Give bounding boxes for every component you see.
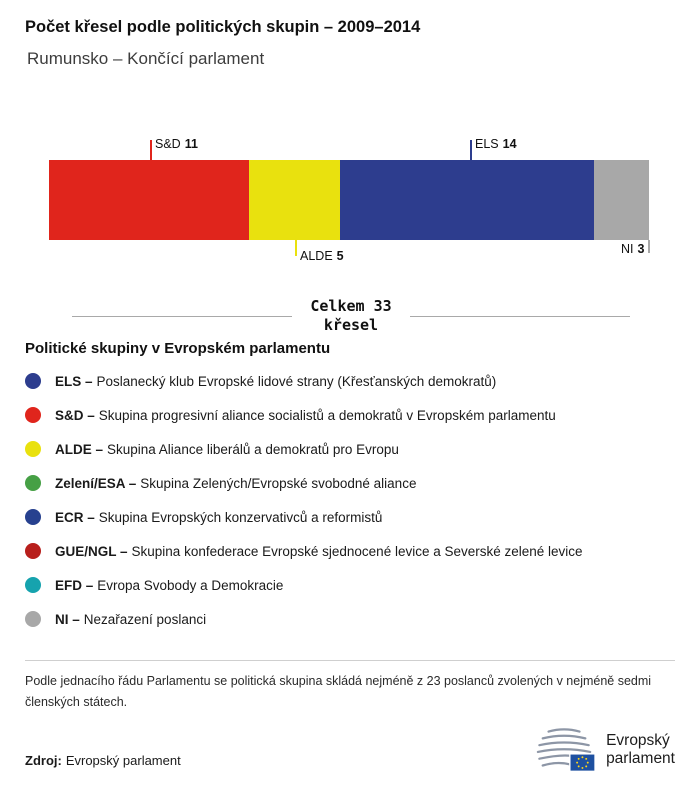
callout-line-sd [150,140,152,161]
legend-item-text: ELS – Poslanecký klub Evropské lidové str… [55,373,497,389]
alde-color-dot-icon [25,441,41,457]
legend-item-ecr: ECR – Skupina Evropských konzervativců a … [25,500,675,534]
total-seats-block: Celkem 33 křesel [72,297,630,335]
sd-color-dot-icon [25,407,41,423]
legend-item-efd: EFD – Evropa Svobody a Demokracie [25,568,675,602]
legend-item-text: ECR – Skupina Evropských konzervativců a … [55,509,383,525]
legend-item-text: Zelení/ESA – Skupina Zelených/Evropské sv… [55,475,417,491]
zeleni-esa-color-dot-icon [25,475,41,491]
page-title: Počet křesel podle politických skupin – … [25,18,421,36]
source-value: Evropský parlament [65,753,181,768]
bar-label-els-code: ELS [475,137,499,151]
bar-label-ni-value: 3 [637,242,645,256]
bar-label-ni: NI 3 [621,242,644,256]
callout-line-alde [295,240,297,256]
bar-segment-sd [49,160,249,240]
total-seats-line1: Celkem 33 [310,297,392,315]
ecr-color-dot-icon [25,509,41,525]
legend-item-text: EFD – Evropa Svobody a Demokracie [55,577,284,593]
logo-wordmark: Evropský parlament [606,732,675,768]
logo-wordmark-line2: parlament [606,750,675,767]
callout-line-els [470,140,472,161]
legend-heading: Politické skupiny v Evropském parlamentu [25,340,331,357]
bar-segment-ni [594,160,649,240]
bar-label-sd-value: 11 [184,137,198,151]
total-rule-left [72,315,293,317]
ni-color-dot-icon [25,611,41,627]
bar-label-ni-code: NI [621,242,634,256]
legend: ELS – Poslanecký klub Evropské lidové str… [25,364,675,636]
legend-item-text: NI – Nezařazení poslanci [55,611,207,627]
bar-label-alde-code: ALDE [300,249,333,263]
total-rule-right [409,315,630,317]
legend-item-text: ALDE – Skupina Aliance liberálů a demokra… [55,441,399,457]
legend-item-ni: NI – Nezařazení poslanci [25,602,675,636]
efd-color-dot-icon [25,577,41,593]
gue-ngl-color-dot-icon [25,543,41,559]
footer-divider [25,660,675,661]
source-label: Zdroj: [25,753,62,768]
bar-label-els: ELS 14 [475,137,517,151]
bar-label-sd: S&D 11 [155,137,198,151]
logo-wordmark-line1: Evropský [606,732,670,749]
legend-item-zeleni-esa: Zelení/ESA – Skupina Zelených/Evropské sv… [25,466,675,500]
bar-label-sd-code: S&D [155,137,181,151]
page-subtitle: Rumunsko – Končící parlament [27,49,265,68]
bar-label-els-value: 14 [502,137,517,151]
parliament-hemicycle-icon [536,728,596,772]
callout-line-ni [648,240,650,253]
legend-item-gue-ngl: GUE/NGL – Skupina konfederace Evropské sj… [25,534,675,568]
bar-segment-alde [249,160,340,240]
legend-item-text: GUE/NGL – Skupina konfederace Evropské sj… [55,543,583,559]
total-seats-label: Celkem 33 křesel [292,297,409,335]
legend-item-text: S&D – Skupina progresivní aliance sociali… [55,407,556,423]
bar-label-alde-value: 5 [336,249,344,263]
total-seats-line2: křesel [323,316,379,334]
els-color-dot-icon [25,373,41,389]
legend-item-alde: ALDE – Skupina Aliance liberálů a demokra… [25,432,675,466]
legend-item-sd: S&D – Skupina progresivní aliance sociali… [25,398,675,432]
legend-item-els: ELS – Poslanecký klub Evropské lidové str… [25,364,675,398]
stacked-seat-bar [49,160,649,240]
bar-label-alde: ALDE 5 [300,249,344,263]
bar-segment-els [339,160,595,240]
source-line: Zdroj: Evropský parlament [25,753,181,768]
footnote: Podle jednacího řádu Parlamentu se polit… [25,674,652,709]
european-parliament-logo: Evropský parlament [534,726,675,774]
